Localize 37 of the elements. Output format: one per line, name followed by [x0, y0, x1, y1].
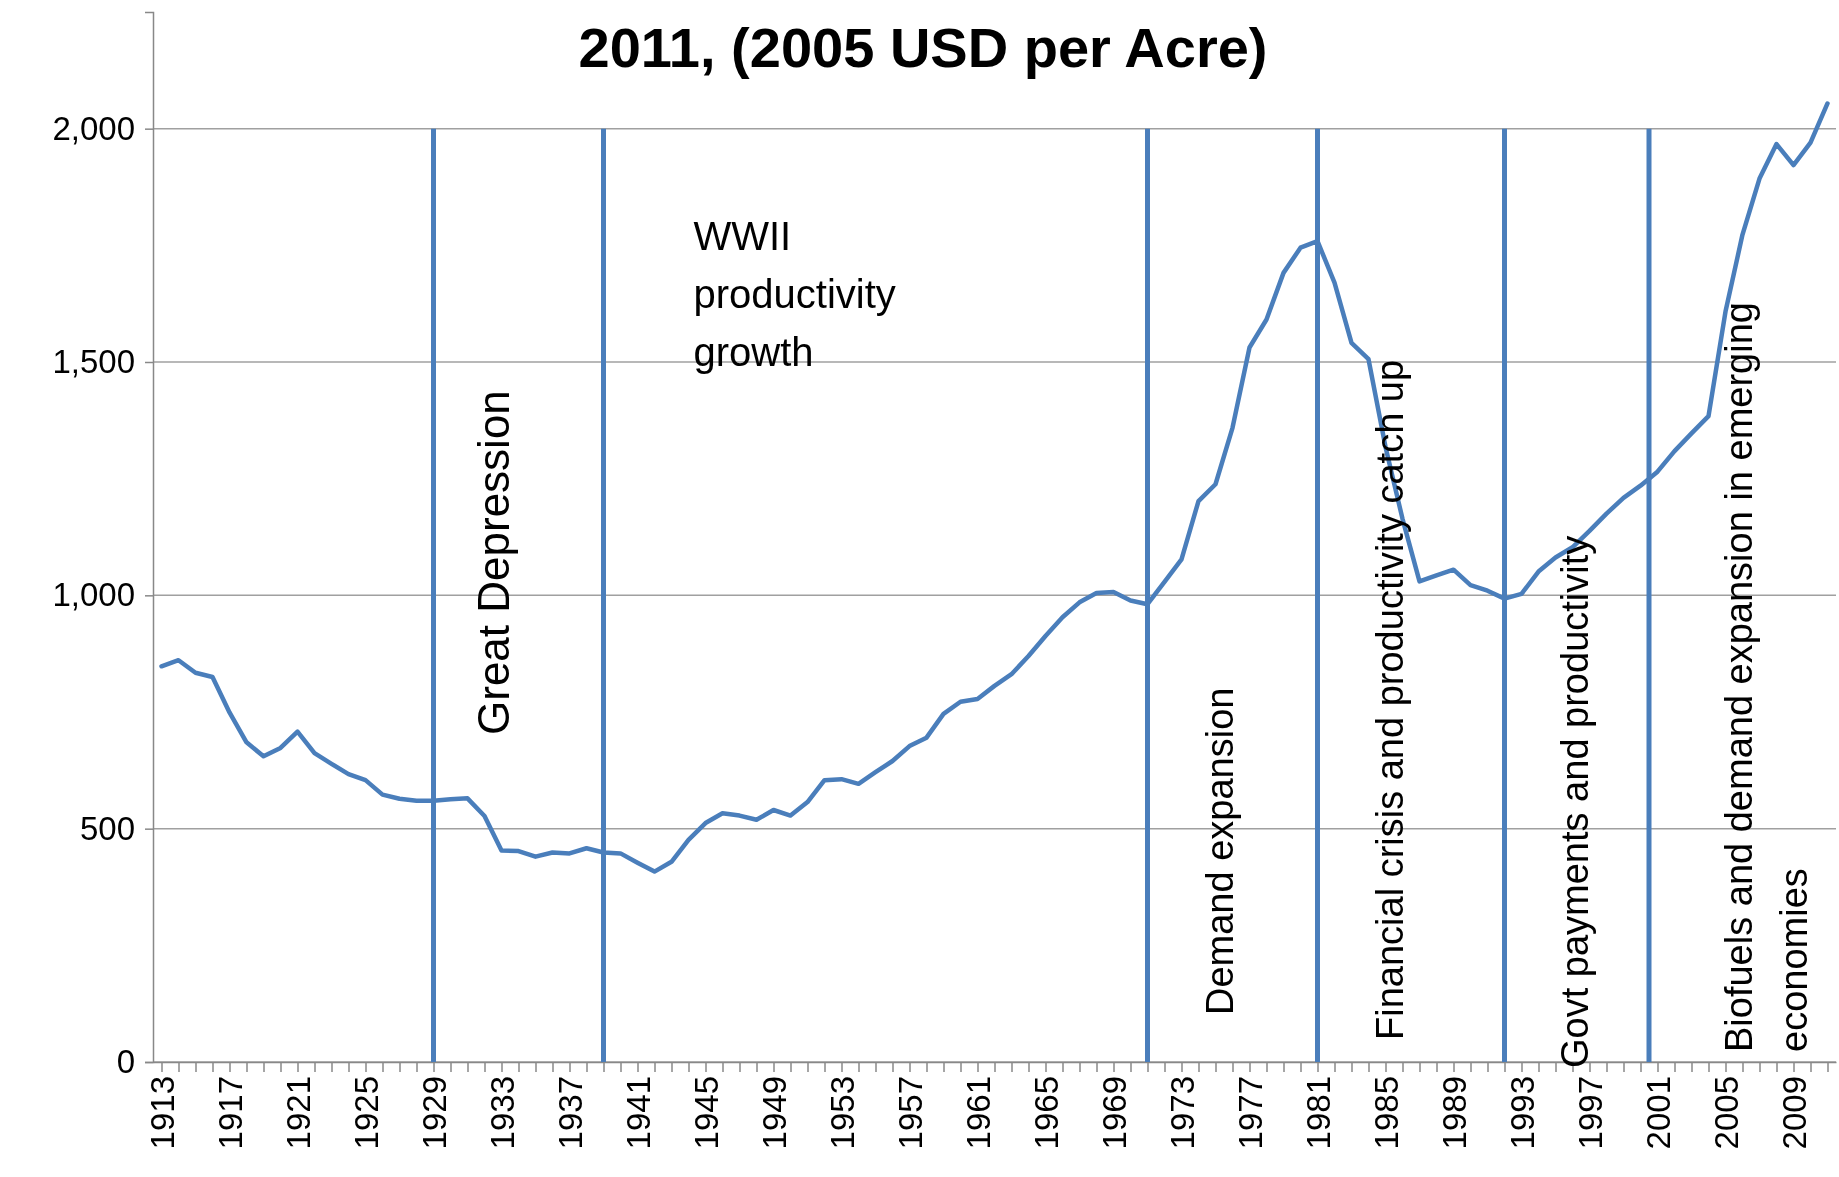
- ref-line-label: Biofuels and demand expansion in emerging economies: [1718, 302, 1816, 1052]
- x-tick-label: 1985: [1367, 1076, 1405, 1150]
- x-tick-label: 1949: [755, 1076, 793, 1150]
- x-tick-label: 1973: [1163, 1076, 1201, 1150]
- x-tick-label: 1977: [1231, 1076, 1269, 1150]
- x-tick-label: 1961: [959, 1076, 997, 1150]
- x-tick-label: 1917: [211, 1076, 249, 1150]
- ref-line-label: WWII productivity growth: [693, 214, 896, 374]
- x-tick-label: 1997: [1571, 1076, 1609, 1150]
- y-tick-label: 1,500: [52, 343, 135, 381]
- x-tick-label: 1969: [1095, 1076, 1133, 1150]
- x-tick-label: 2001: [1639, 1076, 1677, 1150]
- x-tick-label: 1981: [1299, 1076, 1337, 1150]
- x-tick-label: 1965: [1027, 1076, 1065, 1150]
- x-tick-label: 1933: [483, 1076, 521, 1150]
- y-tick-label: 0: [116, 1043, 135, 1081]
- x-tick-label: 1913: [143, 1076, 181, 1150]
- ref-line-label: Demand expansion: [1198, 687, 1241, 1015]
- ref-line-label: Financial crisis and productivity catch up: [1368, 359, 1411, 1040]
- x-tick-label: 1993: [1503, 1076, 1541, 1150]
- x-tick-label: 1925: [347, 1076, 385, 1150]
- x-tick-label: 1929: [415, 1076, 453, 1150]
- ref-line-label: Great Depression: [468, 390, 518, 735]
- x-tick-label: 1989: [1435, 1076, 1473, 1150]
- x-tick-label: 2005: [1707, 1076, 1745, 1150]
- x-tick-label: 1921: [279, 1076, 317, 1150]
- chart-title: 2011, (2005 USD per Acre): [578, 15, 1268, 79]
- x-tick-label: 1945: [687, 1076, 725, 1150]
- ref-line-label: Govt payments and productivity: [1553, 535, 1596, 1068]
- y-tick-label: 2,000: [52, 109, 135, 147]
- x-tick-label: 1953: [823, 1076, 861, 1150]
- x-tick-label: 1937: [551, 1076, 589, 1150]
- x-tick-label: 1941: [619, 1076, 657, 1150]
- y-tick-label: 1,000: [52, 576, 135, 614]
- y-tick-label: 500: [79, 809, 135, 847]
- x-tick-label: 1957: [891, 1076, 929, 1150]
- x-tick-label: 2009: [1775, 1076, 1813, 1150]
